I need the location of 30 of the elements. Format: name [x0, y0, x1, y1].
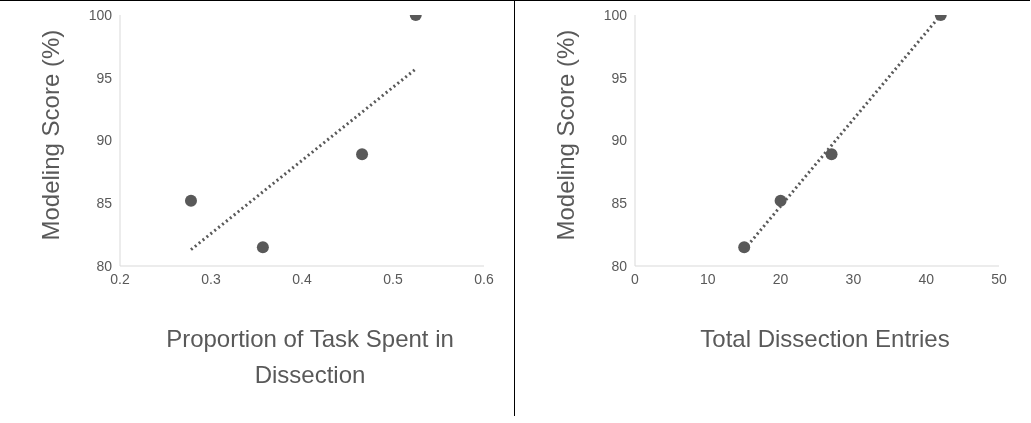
- point: [356, 148, 369, 161]
- x-tick-label: 0.4: [292, 270, 312, 287]
- x-tick-label: 0: [631, 270, 640, 287]
- point: [256, 241, 269, 254]
- x-tick-label: 40: [918, 270, 935, 287]
- x-tick-label: 0.3: [201, 270, 221, 287]
- x-tick-label: 0.2: [110, 270, 130, 287]
- y-axis-title: Modeling Score (%): [551, 29, 579, 241]
- x-axis-title: Total Dissection Entries: [699, 324, 951, 354]
- x-tick-label: 30: [845, 270, 862, 287]
- y-axis-title: Modeling Score (%): [36, 29, 64, 241]
- x-tick-label: 50: [991, 270, 1007, 287]
- y-tick-label: 90: [96, 132, 113, 149]
- x-tick-label: 10: [700, 270, 716, 287]
- point: [774, 194, 787, 207]
- y-tick-label: 85: [611, 195, 628, 212]
- point: [825, 148, 838, 161]
- y-tick-label: 80: [96, 257, 113, 274]
- x-axis-title: Proportion of Task Spent in Dissection: [165, 324, 455, 390]
- y-tick-label: 95: [96, 69, 113, 86]
- y-tick-label: 80: [611, 257, 628, 274]
- x-tick-label: 0.6: [474, 270, 494, 287]
- x-tick-label: 20: [772, 270, 789, 287]
- point: [184, 194, 197, 207]
- y-tick-label: 95: [611, 69, 628, 86]
- y-tick-label: 90: [611, 132, 628, 149]
- y-tick-label: 100: [603, 6, 628, 23]
- x-tick-label: 0.5: [383, 270, 403, 287]
- y-tick-label: 100: [88, 6, 113, 23]
- y-tick-label: 85: [96, 195, 113, 212]
